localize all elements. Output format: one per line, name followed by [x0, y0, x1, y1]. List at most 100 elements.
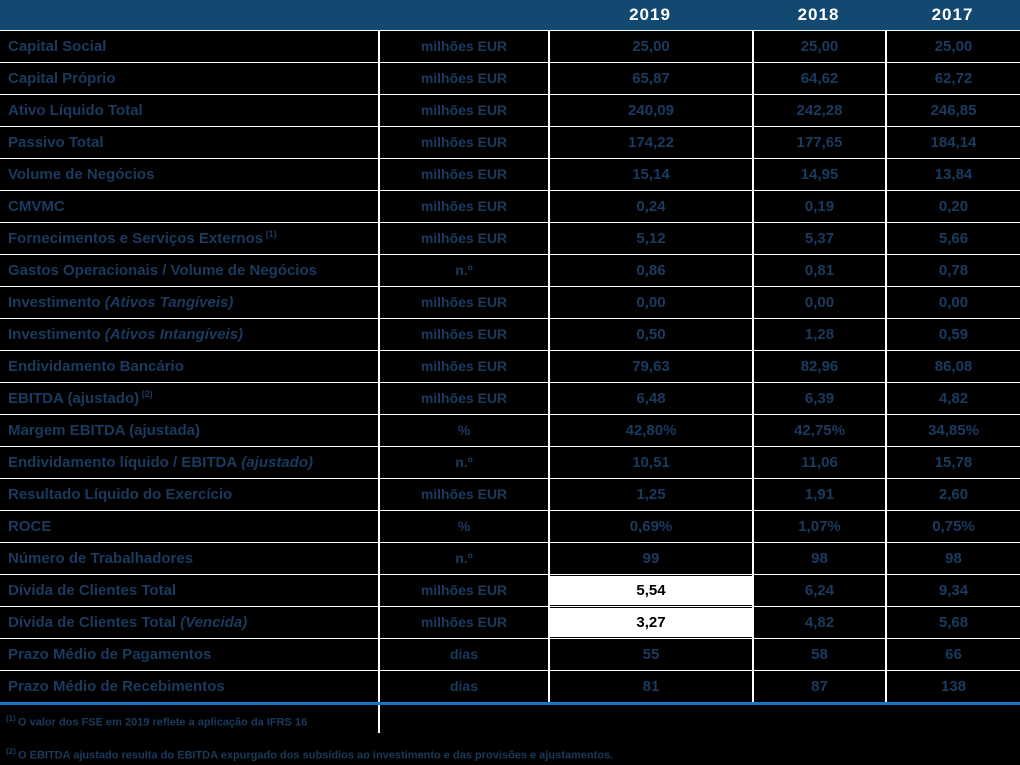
value-2018: 14,95 [752, 159, 885, 190]
footnote-marker: (2) [6, 746, 18, 756]
row-unit: milhões EUR [378, 31, 548, 62]
value-2018: 5,37 [752, 223, 885, 254]
value-2019: 42,80% [548, 415, 752, 446]
row-unit: milhões EUR [378, 159, 548, 190]
row-unit: milhões EUR [378, 383, 548, 414]
value-2017: 0,78 [885, 255, 1020, 286]
row-unit: milhões EUR [378, 127, 548, 158]
row-label: Endividamento líquido / EBITDA (ajustado… [8, 454, 314, 471]
row-label: Fornecimentos e Serviços Externos (1) [8, 229, 277, 248]
table-row: Capital Social milhões EUR 25,00 25,00 25,00 [0, 30, 1020, 62]
row-label-italic: (Ativos Intangíveis) [100, 326, 244, 343]
table-row: Investimento (Ativos Tangíveis) milhões E… [0, 286, 1020, 318]
value-2019: 5,12 [548, 223, 752, 254]
value-2017: 62,72 [885, 63, 1020, 94]
value-2019: 65,87 [548, 63, 752, 94]
value-2017: 2,60 [885, 479, 1020, 510]
footnote: (2) O EBITDA ajustado resulta do EBITDA … [6, 746, 614, 762]
row-unit: % [378, 511, 548, 542]
table-row: Prazo Médio de Pagamentos dias 55 58 66 [0, 638, 1020, 670]
row-label: Número de Trabalhadores [8, 550, 194, 567]
value-2017: 5,68 [885, 607, 1020, 638]
value-2018: 4,82 [752, 607, 885, 638]
row-label-italic: (ajustado) [237, 454, 314, 471]
row-label: Ativo Líquido Total [8, 102, 143, 119]
value-2019: 81 [548, 671, 752, 702]
value-2018: 242,28 [752, 95, 885, 126]
value-2017: 0,75% [885, 511, 1020, 542]
table-row: EBITDA (ajustado) (2) milhões EUR 6,48 6,39… [0, 382, 1020, 414]
value-2019: 79,63 [548, 351, 752, 382]
table-row: Fornecimentos e Serviços Externos (1) mil… [0, 222, 1020, 254]
table-row: Endividamento líquido / EBITDA (ajustado… [0, 446, 1020, 478]
table-row: Margem EBITDA (ajustada)% 42,80% 42,75% 34,… [0, 414, 1020, 446]
value-2017: 5,66 [885, 223, 1020, 254]
row-label-italic: (Vencida) [176, 614, 248, 631]
row-unit: n.º [378, 255, 548, 286]
value-2017: 15,78 [885, 447, 1020, 478]
row-unit: milhões EUR [378, 319, 548, 350]
value-2018: 11,06 [752, 447, 885, 478]
row-label-italic: (Ativos Tangíveis) [100, 294, 234, 311]
value-2018: 0,81 [752, 255, 885, 286]
table-row: Gastos Operacionais / Volume de Negócios… [0, 254, 1020, 286]
table-row: Dívida de Clientes Total (Vencida) milhõe… [0, 606, 1020, 638]
value-2019: 10,51 [548, 447, 752, 478]
value-2017: 184,14 [885, 127, 1020, 158]
value-2018: 1,91 [752, 479, 885, 510]
value-2018: 1,28 [752, 319, 885, 350]
value-2017: 9,34 [885, 575, 1020, 606]
value-2018: 6,24 [752, 575, 885, 606]
value-2019: 1,25 [548, 479, 752, 510]
value-2018: 64,62 [752, 63, 885, 94]
value-2017: 34,85% [885, 415, 1020, 446]
row-label: Prazo Médio de Pagamentos [8, 646, 212, 663]
row-label: Endividamento Bancário [8, 358, 184, 375]
table-row: CMVMC milhões EUR 0,24 0,19 0,20 [0, 190, 1020, 222]
row-label: Capital Próprio [8, 70, 116, 87]
value-2019: 55 [548, 639, 752, 670]
row-unit: milhões EUR [378, 191, 548, 222]
value-2017: 98 [885, 543, 1020, 574]
value-2019: 0,50 [548, 319, 752, 350]
row-label: Gastos Operacionais / Volume de Negócios [8, 262, 317, 279]
row-label: Investimento (Ativos Tangíveis) [8, 294, 234, 311]
value-2018: 42,75% [752, 415, 885, 446]
value-2019: 0,24 [548, 191, 752, 222]
column-header-year-2018: 2018 [797, 5, 840, 24]
value-2017: 0,00 [885, 287, 1020, 318]
value-2019: 15,14 [548, 159, 752, 190]
row-unit: dias [378, 671, 548, 702]
value-2018: 82,96 [752, 351, 885, 382]
table-header-bar: 2019 2018 2017 [0, 0, 1020, 30]
table-row: ROCE% 0,69% 1,07% 0,75% [0, 510, 1020, 542]
value-2019: 0,69% [548, 511, 752, 542]
footnote-marker-ref: (1) [263, 229, 277, 239]
value-2018: 177,65 [752, 127, 885, 158]
table-row: Ativo Líquido Total milhões EUR 240,09 242,… [0, 94, 1020, 126]
row-unit: milhões EUR [378, 575, 548, 606]
row-label: Resultado Líquido do Exercício [8, 486, 233, 503]
footnotes: (1) O valor dos FSE em 2019 reflete a ap… [0, 709, 1020, 762]
row-unit: milhões EUR [378, 63, 548, 94]
table-row: Investimento (Ativos Intangíveis) milhões… [0, 318, 1020, 350]
row-label: Investimento (Ativos Intangíveis) [8, 326, 244, 343]
value-2017: 25,00 [885, 31, 1020, 62]
row-unit: dias [378, 639, 548, 670]
table-body: Capital Social milhões EUR 25,00 25,00 25,00… [0, 30, 1020, 702]
footnote-marker-ref: (2) [139, 389, 153, 399]
value-2019: 240,09 [548, 95, 752, 126]
value-2019: 6,48 [548, 383, 752, 414]
row-unit: milhões EUR [378, 287, 548, 318]
value-2019: 5,54 [548, 575, 752, 606]
row-unit: milhões EUR [378, 95, 548, 126]
value-2019: 3,27 [548, 607, 752, 638]
row-unit: milhões EUR [378, 479, 548, 510]
table-row: Passivo Total milhões EUR 174,22 177,65 184,… [0, 126, 1020, 158]
value-2018: 87 [752, 671, 885, 702]
row-unit: n.º [378, 447, 548, 478]
table-row: Endividamento Bancário milhões EUR 79,63 82… [0, 350, 1020, 382]
value-2019: 0,86 [548, 255, 752, 286]
value-2018: 0,19 [752, 191, 885, 222]
